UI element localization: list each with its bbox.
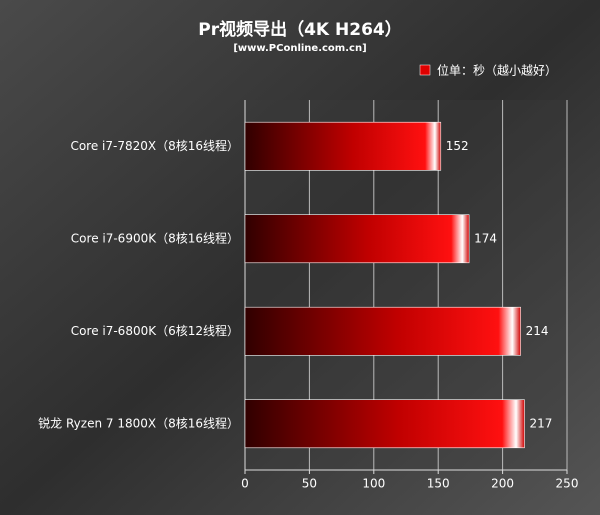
chart-subtitle: [www.PConline.com.cn] — [233, 43, 366, 54]
x-tick-label: 100 — [362, 477, 385, 491]
legend-label: 位单：秒（越小越好） — [437, 63, 557, 78]
x-tick-label: 150 — [427, 477, 450, 491]
bar — [244, 214, 470, 264]
value-label: 214 — [526, 324, 549, 338]
x-tick-label: 250 — [556, 477, 579, 491]
chart-title: Pr视频导出（4K H264） — [198, 19, 401, 40]
y-tick-label: Core i7-6800K（6核12线程） — [71, 323, 239, 338]
y-tick-label: Core i7-7820X（8核16线程） — [70, 138, 239, 153]
y-tick-label: Core i7-6900K（8核16线程） — [71, 230, 239, 245]
x-tick-label: 200 — [491, 477, 514, 491]
bar — [244, 121, 442, 171]
x-tick-label: 0 — [241, 477, 249, 491]
value-label: 217 — [529, 416, 552, 430]
bar — [244, 306, 521, 356]
legend-swatch — [419, 64, 431, 76]
value-label: 152 — [446, 139, 469, 153]
bar — [244, 399, 525, 449]
x-tick-label: 50 — [302, 477, 317, 491]
y-tick-label: 锐龙 Ryzen 7 1800X（8核16线程） — [38, 415, 239, 430]
value-label: 174 — [474, 231, 497, 245]
